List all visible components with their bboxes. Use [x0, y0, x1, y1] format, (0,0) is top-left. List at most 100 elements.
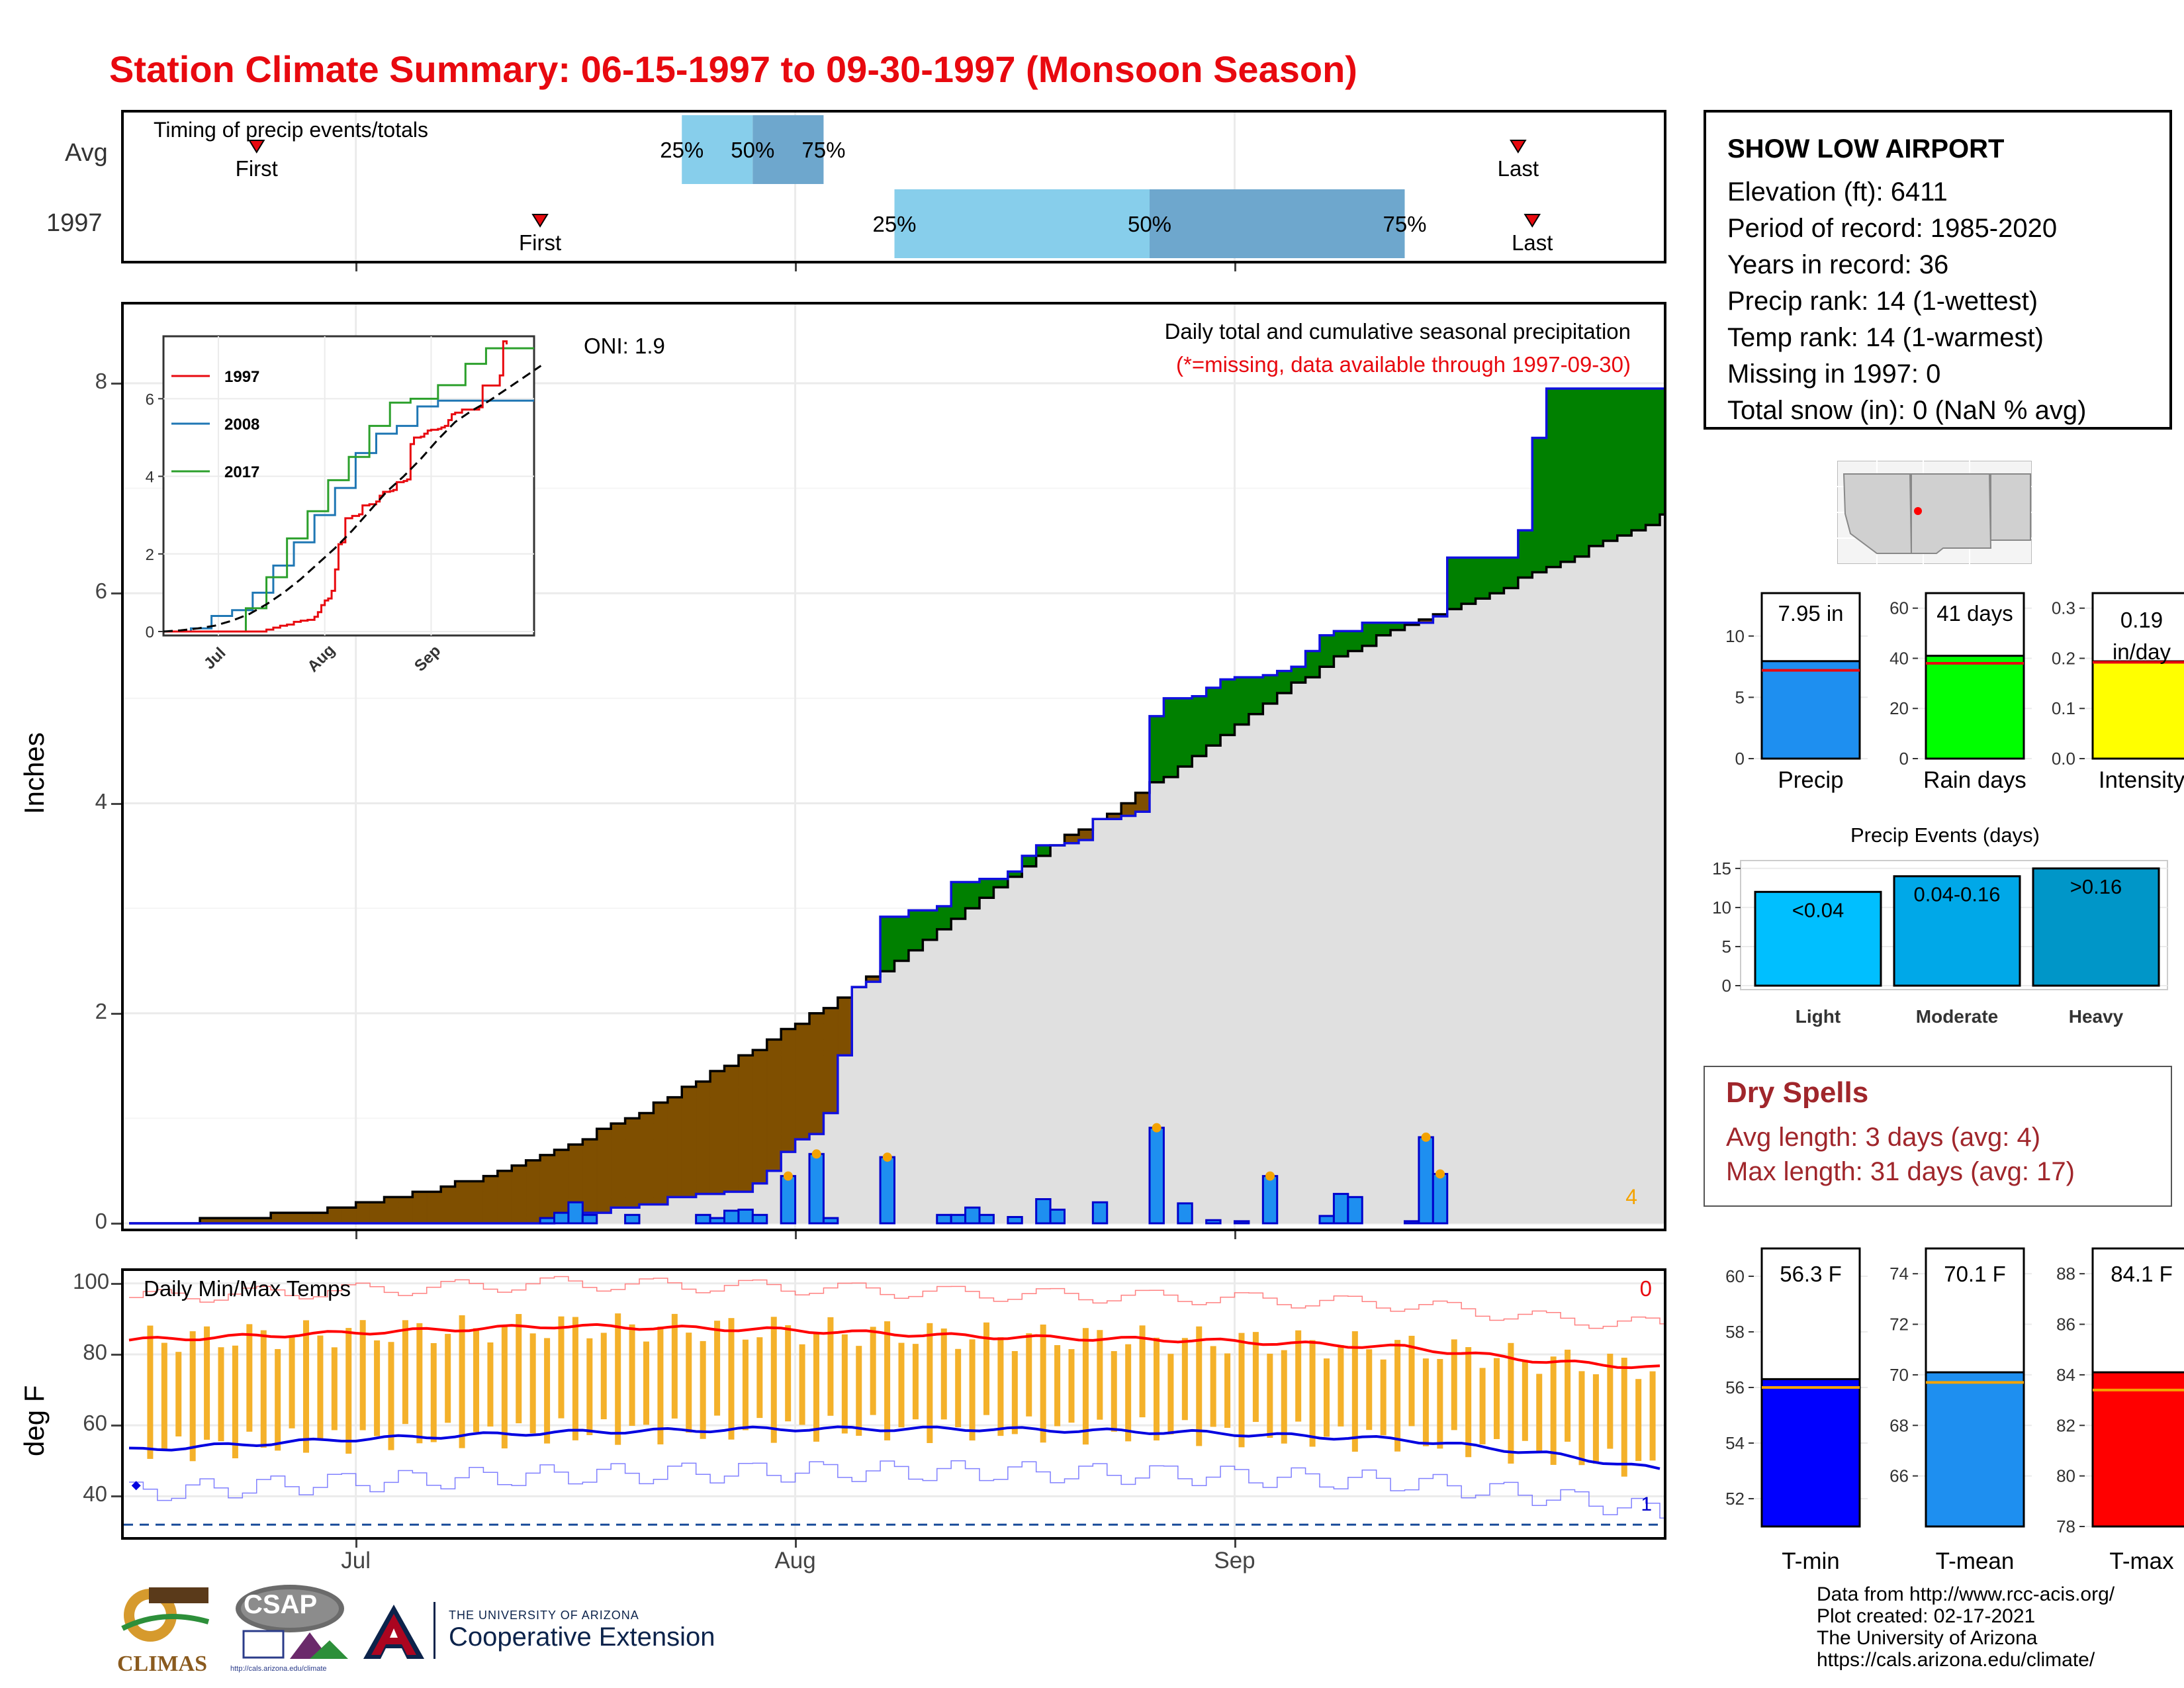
- daily-temp-bar: [1451, 1339, 1457, 1430]
- daily-precip-bar: [1418, 1136, 1434, 1225]
- value-bar: [2091, 1371, 2184, 1528]
- main-panel: 0 2 4 6 Jul Aug Sep 1997 2008 2017 Daily total an…: [121, 302, 1666, 1231]
- temps-ytick-mark: [111, 1282, 121, 1285]
- daily-precip-bar: [936, 1213, 952, 1225]
- daily-temp-bar: [388, 1342, 394, 1450]
- daily-precip-bar: [780, 1175, 797, 1225]
- daily-precip-bar: [624, 1213, 641, 1225]
- daily-temp-bar: [1536, 1374, 1543, 1452]
- main-ytick-label: 0: [95, 1209, 107, 1233]
- daily-temp-bar: [813, 1332, 819, 1442]
- daily-temp-bar: [1040, 1324, 1046, 1443]
- csap-text: CSAP: [244, 1590, 318, 1619]
- timing-svg: 25% 50% 75% First Last 25% 50% 75% First Last: [236, 113, 1553, 261]
- quartile-bar-upper: [1150, 189, 1405, 258]
- daily-temp-bar: [1324, 1358, 1330, 1437]
- bar-ytick: 70: [1889, 1365, 1909, 1385]
- last-marker-label: Last: [1512, 230, 1553, 255]
- daily-temp-bar: [516, 1314, 522, 1424]
- daily-temp-bar: [643, 1341, 649, 1425]
- avg-max-line: [128, 1323, 1661, 1370]
- daily-temp-bar: [1592, 1374, 1599, 1464]
- daily-temp-bar: [1196, 1326, 1203, 1446]
- x-tick-label: Aug: [774, 1548, 816, 1573]
- daily-temp-bar: [983, 1322, 989, 1415]
- event-label: Light: [1796, 1006, 1841, 1027]
- bar-ytick: 84: [2056, 1365, 2075, 1385]
- daily-temp-bar: [1295, 1330, 1302, 1422]
- daily-temp-bar: [1635, 1379, 1642, 1462]
- daily-temp-bar: [955, 1348, 962, 1428]
- temps-ytick-label: 60: [83, 1411, 107, 1436]
- bar-value: 7.95 in: [1778, 601, 1843, 626]
- daily-temp-bar: [600, 1333, 607, 1420]
- daily-temp-bar: [246, 1324, 253, 1432]
- daily-precip-bar: [1234, 1220, 1250, 1225]
- temps-hot-count: 0: [1639, 1276, 1652, 1301]
- daily-temp-bar: [1578, 1371, 1585, 1466]
- main-ytick-mark: [111, 1223, 121, 1225]
- last-marker-label: Last: [1498, 156, 1539, 181]
- csap-cloud-icon: [236, 1585, 348, 1659]
- label-25pct: 25%: [660, 138, 704, 162]
- daily-temp-bar: [317, 1335, 324, 1440]
- daily-temp-bar: [714, 1321, 721, 1416]
- daily-temp-bar: [1281, 1350, 1287, 1444]
- daily-temp-bar: [1068, 1349, 1075, 1423]
- event-label: Heavy: [2069, 1006, 2124, 1027]
- daily-precip-bar: [1177, 1202, 1193, 1225]
- daily-precip-bar: [1035, 1198, 1052, 1225]
- daily-precip-bar: [950, 1213, 967, 1225]
- daily-precip-bar: [978, 1213, 995, 1225]
- bar-ytick: 5: [1735, 687, 1745, 707]
- value-bar: [1760, 660, 1861, 760]
- bar-value: 56.3 F: [1780, 1262, 1842, 1286]
- main-svg: 0 2 4 6 Jul Aug Sep 1997 2008 2017: [124, 305, 1664, 1229]
- events-ytick: 15: [1712, 859, 1731, 878]
- main-ytick-mark: [111, 383, 121, 385]
- station-marker-icon: [1914, 507, 1922, 515]
- daily-temp-bar: [785, 1325, 792, 1422]
- daily-temp-bar: [1408, 1335, 1415, 1427]
- bar-label: Intensity: [2099, 767, 2184, 793]
- temps-ytick-mark: [111, 1425, 121, 1427]
- temps-ytick-label: 40: [83, 1481, 107, 1507]
- event-range: <0.04: [1792, 898, 1844, 921]
- footer-line: Plot created: 02-17-2021: [1817, 1605, 2036, 1627]
- label-50pct: 50%: [731, 138, 774, 162]
- events-ytick: 5: [1722, 937, 1731, 957]
- daily-temp-bar: [416, 1323, 423, 1444]
- bar-ytick: 40: [1889, 648, 1909, 668]
- main-ytick-mark: [111, 1012, 121, 1015]
- daily-temp-bar: [260, 1330, 267, 1448]
- daily-precip-bar: [964, 1206, 981, 1225]
- label-75pct: 75%: [801, 138, 845, 162]
- csap-url: http://cals.arizona.edu/climate: [230, 1665, 327, 1673]
- temps-ylabel: deg F: [19, 1385, 50, 1456]
- inset-frame: [162, 335, 535, 637]
- bar-label: Rain days: [1923, 767, 2026, 793]
- daily-temp-bar: [572, 1317, 578, 1440]
- daily-precip-bar: [1205, 1219, 1222, 1225]
- inset-ytick: 0: [146, 624, 154, 641]
- daily-temp-bar: [459, 1315, 465, 1448]
- daily-precip-bar: [808, 1152, 825, 1225]
- temps-ytick-mark: [111, 1353, 121, 1356]
- bar-ytick: 0.0: [2052, 749, 2075, 769]
- daily-temp-bar: [841, 1334, 848, 1434]
- main-ytick-label: 4: [95, 788, 107, 814]
- daily-temp-bar: [629, 1324, 635, 1426]
- record-high-line: [129, 1276, 1664, 1329]
- first-marker-icon: [531, 214, 549, 228]
- extreme-marker-icon: [882, 1152, 892, 1162]
- daily-temp-bar: [303, 1320, 309, 1453]
- temps-label: Daily Min/Max Temps: [144, 1276, 351, 1301]
- daily-temp-bar: [558, 1316, 565, 1419]
- daily-precip-bar: [539, 1217, 555, 1225]
- value-bar: [1925, 655, 2025, 760]
- station-line: Elevation (ft): 6411: [1727, 177, 1948, 207]
- daily-precip-bar: [1007, 1215, 1023, 1225]
- bar-ytick: 10: [1725, 626, 1745, 646]
- station-line: Temp rank: 14 (1-warmest): [1727, 323, 2044, 352]
- daily-precip-bar: [751, 1213, 768, 1225]
